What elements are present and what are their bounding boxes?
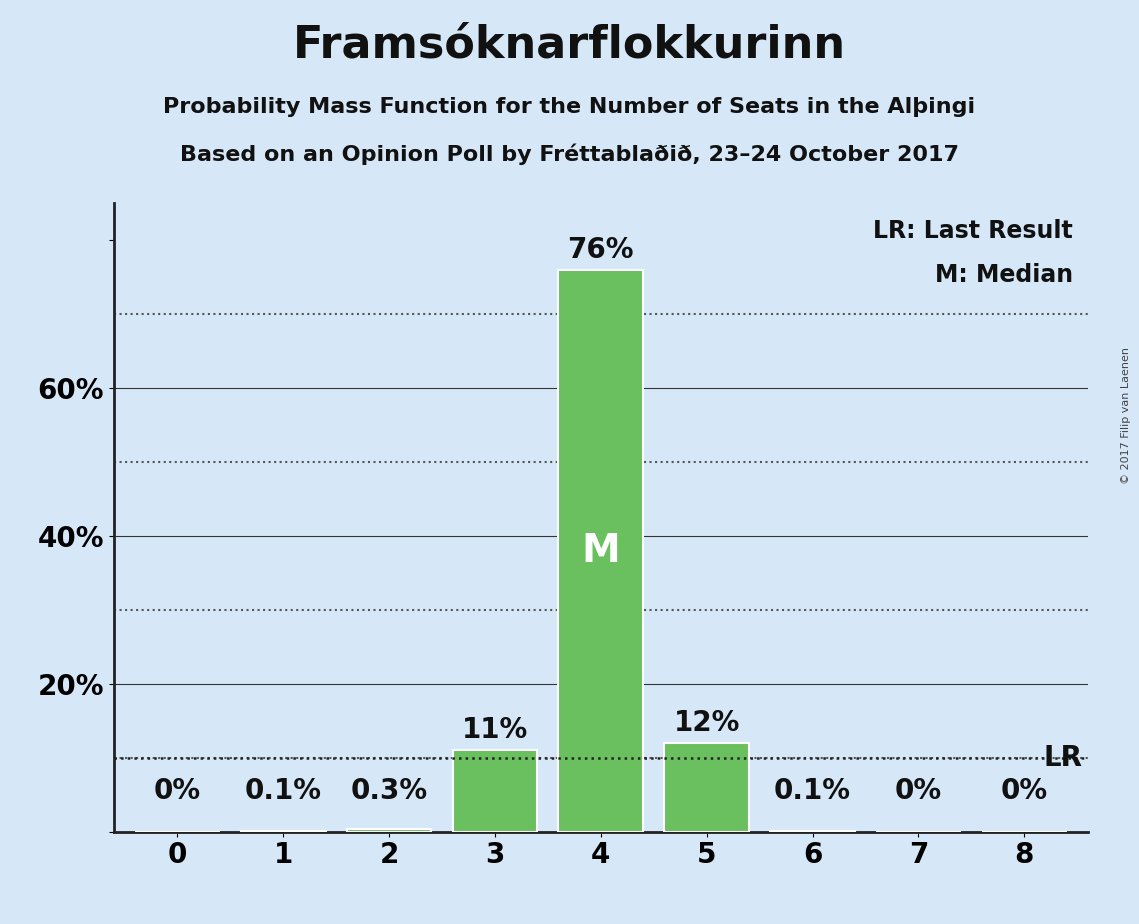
Text: Based on an Opinion Poll by Fréttablaðið, 23–24 October 2017: Based on an Opinion Poll by Fréttablaðið… <box>180 143 959 164</box>
Text: 0%: 0% <box>895 777 942 805</box>
Text: 11%: 11% <box>461 716 528 745</box>
Text: 0%: 0% <box>154 777 200 805</box>
Text: LR: LR <box>1043 744 1082 772</box>
Bar <box>452 750 538 832</box>
Text: Framsóknarflokkurinn: Framsóknarflokkurinn <box>293 23 846 67</box>
Text: Probability Mass Function for the Number of Seats in the Alþingi: Probability Mass Function for the Number… <box>163 97 976 117</box>
Text: 76%: 76% <box>567 236 634 264</box>
Text: M: Median: M: Median <box>935 263 1073 287</box>
Text: 0.1%: 0.1% <box>245 777 321 805</box>
Text: 0.3%: 0.3% <box>351 777 427 805</box>
Text: LR: Last Result: LR: Last Result <box>874 219 1073 243</box>
Bar <box>664 743 749 832</box>
Text: 0.1%: 0.1% <box>775 777 851 805</box>
Text: 12%: 12% <box>673 709 740 737</box>
Text: M: M <box>581 531 621 570</box>
Bar <box>346 830 432 832</box>
Text: 0%: 0% <box>1001 777 1048 805</box>
Bar <box>558 270 644 832</box>
Text: © 2017 Filip van Laenen: © 2017 Filip van Laenen <box>1121 347 1131 484</box>
